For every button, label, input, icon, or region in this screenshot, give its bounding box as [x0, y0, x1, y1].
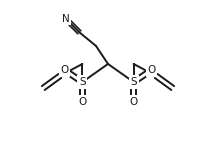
Text: S: S: [79, 77, 86, 87]
Text: O: O: [78, 97, 87, 107]
Text: S: S: [130, 77, 137, 87]
Text: N: N: [62, 14, 70, 24]
Text: O: O: [60, 65, 68, 75]
Text: O: O: [148, 65, 156, 75]
Text: O: O: [129, 97, 138, 107]
